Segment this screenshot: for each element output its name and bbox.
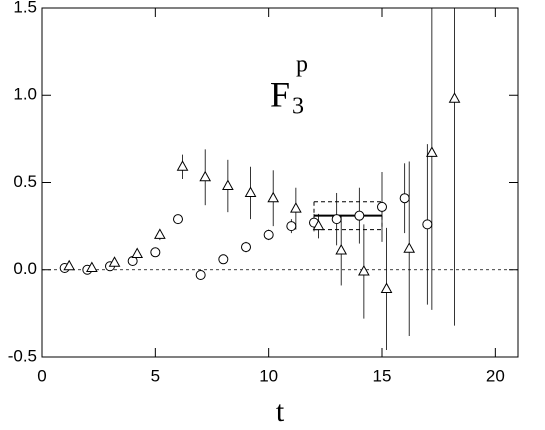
point — [403, 242, 416, 253]
point — [426, 146, 438, 157]
point — [290, 202, 302, 213]
point — [286, 221, 297, 232]
x-tick-label: 5 — [151, 366, 160, 385]
point — [263, 229, 274, 240]
point — [380, 282, 393, 293]
x-axis-label: t — [276, 395, 285, 428]
point — [358, 264, 370, 276]
point — [267, 191, 280, 203]
y-tick-label: 0.0 — [13, 259, 37, 278]
y-tick-label: 1.0 — [13, 85, 37, 104]
point — [448, 92, 461, 103]
point — [86, 261, 98, 273]
point — [131, 247, 144, 259]
point — [399, 193, 410, 204]
annotation-superscript: p — [296, 52, 308, 78]
x-tick-label: 20 — [486, 366, 505, 385]
point — [154, 228, 166, 239]
point — [335, 244, 348, 255]
annotation-subscript: 3 — [292, 94, 304, 120]
y-tick-label: 1.5 — [13, 0, 37, 16]
point — [312, 219, 325, 231]
y-tick-label: -0.5 — [8, 346, 37, 365]
plot-frame — [41, 7, 519, 358]
point — [63, 259, 76, 271]
point — [244, 186, 257, 197]
point — [377, 201, 387, 212]
x-tick-label: 15 — [373, 366, 392, 385]
point — [108, 256, 121, 267]
plot-area — [42, 8, 518, 351]
point — [422, 219, 433, 230]
point — [354, 210, 365, 221]
point — [199, 170, 212, 182]
point — [218, 254, 229, 265]
point — [176, 160, 189, 171]
point — [195, 269, 206, 280]
x-tick-label: 10 — [259, 366, 278, 385]
point — [222, 179, 234, 190]
y-tick-label: 0.5 — [13, 172, 37, 191]
point — [150, 247, 161, 258]
point — [331, 214, 342, 225]
point — [173, 214, 183, 225]
point — [241, 242, 251, 253]
x-tick-label: 0 — [37, 366, 46, 385]
annotation: F — [270, 74, 290, 114]
